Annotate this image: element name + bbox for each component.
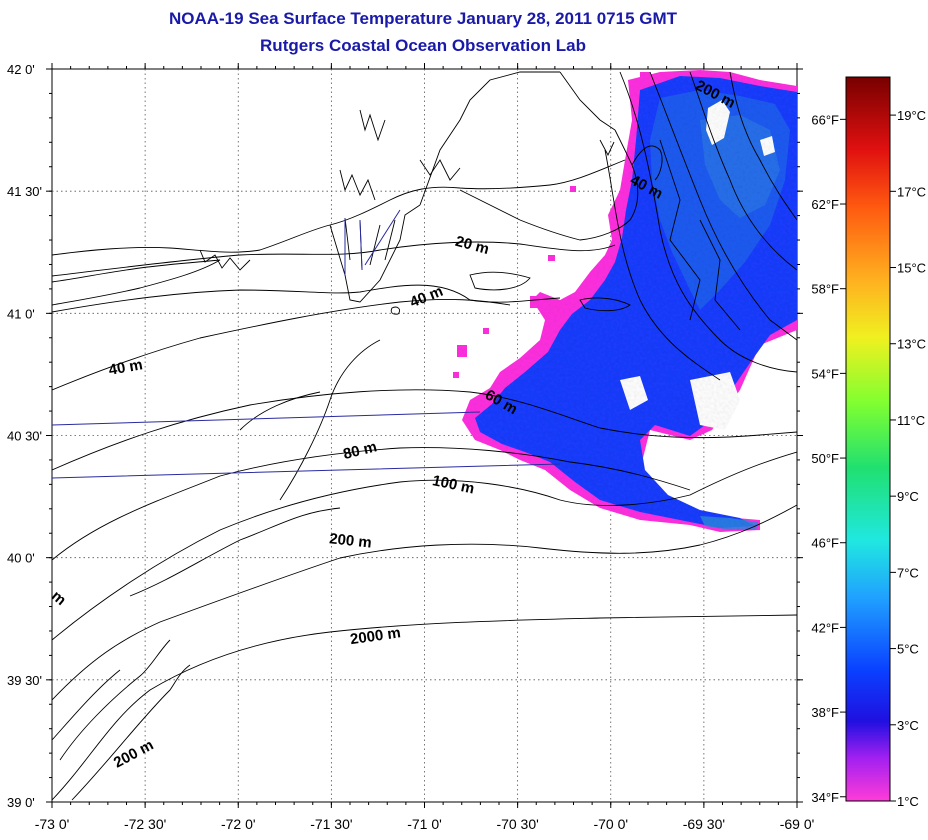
coastline-rugged bbox=[419, 159, 461, 181]
colorbar-fahrenheit-label: 46°F bbox=[811, 536, 839, 551]
shipping-lanes bbox=[52, 209, 561, 479]
cloud-gap bbox=[706, 100, 730, 145]
colorbar-celsius-label: 17°C bbox=[897, 184, 926, 199]
lon-tick-label: -73 0' bbox=[35, 816, 70, 832]
colorbar-celsius-label: 19°C bbox=[897, 108, 926, 123]
coastline-connecticut bbox=[52, 159, 626, 256]
cloud-gap bbox=[620, 376, 648, 410]
colorbar-celsius-label: 11°C bbox=[897, 413, 925, 428]
shipping-lane-south bbox=[52, 463, 561, 479]
lon-tick-label: -71 0' bbox=[407, 816, 442, 832]
shipping-lane-north bbox=[52, 411, 481, 426]
coastline-rhode-island bbox=[329, 204, 421, 303]
contour-inner bbox=[279, 339, 381, 501]
colorbar-fahrenheit-label: 58°F bbox=[811, 282, 839, 297]
contour-gulf-of-maine bbox=[699, 219, 741, 331]
contour-gulf-of-maine bbox=[649, 71, 797, 341]
colorbar-fahrenheit-label: 62°F bbox=[811, 197, 839, 212]
cloud-gap bbox=[760, 136, 775, 156]
contour-gulf-of-maine bbox=[604, 149, 721, 381]
lon-tick-label: -69 30' bbox=[683, 816, 725, 832]
sst-data-layer bbox=[453, 70, 797, 532]
lat-tick-label: 42 0' bbox=[7, 62, 35, 77]
coastline-massachusetts bbox=[419, 71, 560, 206]
contour-gulf-of-maine bbox=[729, 71, 797, 221]
contour-gulf-of-maine bbox=[659, 139, 701, 321]
colorbar-fahrenheit-label: 50°F bbox=[811, 451, 839, 466]
contour-40m-south bbox=[52, 298, 511, 391]
coastline-cape-cod bbox=[459, 129, 639, 241]
colorbar-gradient bbox=[845, 76, 891, 802]
colorbar-celsius-label: 15°C bbox=[897, 261, 926, 276]
contour-2000m bbox=[52, 614, 797, 801]
colorbar-fahrenheit-label: 34°F bbox=[811, 790, 839, 805]
lat-tick-label: 39 30' bbox=[7, 673, 42, 688]
cloud-gap bbox=[690, 372, 740, 430]
lon-tick-label: -69 0' bbox=[780, 816, 815, 832]
contour-20m bbox=[52, 241, 616, 277]
contour-60m bbox=[52, 389, 797, 471]
contour-40m-nearshore bbox=[52, 284, 561, 313]
coastline-nantucket bbox=[579, 297, 631, 312]
contour-80m bbox=[52, 447, 691, 561]
contour-label: 40 m bbox=[107, 356, 144, 379]
colorbar-celsius-label: 5°C bbox=[897, 642, 919, 657]
lon-tick-label: -70 0' bbox=[593, 816, 628, 832]
axis-labels: -73 0' -72 30' -72 0' -71 30' -71 0' -70 30' -… bbox=[7, 62, 814, 832]
contour-gulf-of-maine bbox=[689, 71, 797, 271]
sst-pixels-south-tail bbox=[700, 516, 758, 530]
contour-label: 2000 m bbox=[349, 624, 402, 648]
lat-tick-label: 41 0' bbox=[7, 306, 35, 321]
colorbar-celsius-label: 13°C bbox=[897, 337, 926, 352]
lon-tick-label: -71 30' bbox=[310, 816, 352, 832]
contour-inner bbox=[239, 391, 321, 431]
lon-tick-label: -72 0' bbox=[221, 816, 256, 832]
contour-inner bbox=[52, 669, 121, 741]
coastline-rugged bbox=[599, 139, 615, 157]
colorbar-celsius-label: 7°C bbox=[897, 565, 919, 580]
contour-inner bbox=[129, 507, 341, 597]
lat-tick-label: 40 0' bbox=[7, 551, 35, 566]
bathymetry-contours bbox=[52, 71, 797, 801]
lat-tick-label: 39 0' bbox=[7, 795, 35, 810]
contour-100m bbox=[52, 451, 797, 641]
coastline-boston bbox=[559, 71, 616, 131]
contour-inner bbox=[71, 664, 191, 801]
contour-200m-shelf-edge bbox=[52, 504, 797, 701]
colorbar-celsius-label: 9°C bbox=[897, 489, 919, 504]
contour-inner bbox=[59, 639, 171, 761]
colorbar-fahrenheit-label: 38°F bbox=[811, 705, 839, 720]
lon-tick-label: -72 30' bbox=[124, 816, 166, 832]
colorbar-celsius-label: 3°C bbox=[897, 718, 919, 733]
colorbar-fahrenheit-label: 42°F bbox=[811, 620, 839, 635]
lat-tick-label: 40 30' bbox=[7, 429, 42, 444]
map-subtitle: Rutgers Coastal Ocean Observation Lab bbox=[260, 36, 586, 55]
shipping-lane-approach bbox=[344, 209, 401, 275]
colorbar-fahrenheit-label: 66°F bbox=[811, 112, 839, 127]
map-title: NOAA-19 Sea Surface Temperature January … bbox=[168, 9, 678, 28]
colorbar-celsius-label: 1°C bbox=[897, 794, 919, 809]
coastline-marthas-vineyard bbox=[469, 271, 531, 291]
sst-pixels-warm-patch bbox=[700, 115, 780, 218]
coastline-block-island bbox=[390, 306, 401, 315]
coastline-rugged bbox=[199, 249, 251, 271]
contour-gulf-of-maine bbox=[619, 71, 797, 373]
lat-tick-label: 41 30' bbox=[7, 184, 42, 199]
colorbar-fahrenheit-label: 54°F bbox=[811, 366, 839, 381]
temperature-colorbar: 19°C 17°C 15°C 13°C 11°C 9°C 7°C 5°C 3°C 1°C 66°F 6… bbox=[811, 76, 926, 809]
coastline-long-island bbox=[52, 259, 221, 306]
lon-tick-label: -70 30' bbox=[496, 816, 538, 832]
coastline bbox=[52, 71, 663, 315]
coastline-rugged bbox=[339, 169, 376, 201]
contour-label: 200 m bbox=[328, 530, 372, 551]
coastline-rugged bbox=[359, 109, 386, 142]
coastline-cape-cod-tip bbox=[631, 145, 663, 181]
